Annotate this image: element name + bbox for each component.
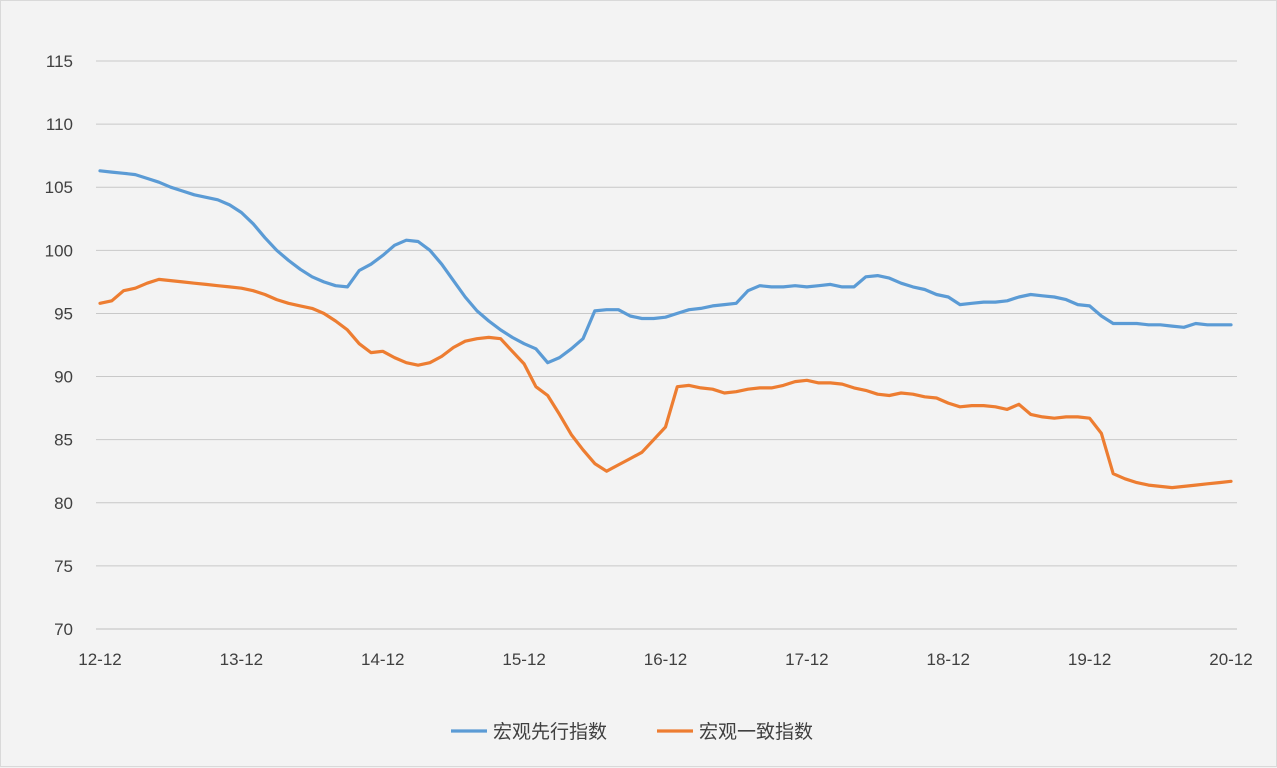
y-tick-label: 100: [45, 241, 73, 260]
x-tick-label: 17-12: [785, 650, 828, 669]
x-tick-label: 15-12: [502, 650, 545, 669]
y-tick-label: 70: [54, 620, 73, 639]
y-tick-label: 110: [46, 115, 73, 134]
legend: 宏观先行指数 宏观一致指数: [451, 721, 813, 743]
series-line-2: [98, 277, 1233, 490]
legend-label-2: 宏观一致指数: [699, 721, 813, 743]
y-tick-label: 75: [54, 557, 73, 576]
x-tick-label: 12-12: [78, 650, 121, 669]
x-axis-ticks: 12-12 13-12 14-12 15-12 16-12 17-12 18-12 19-12…: [78, 650, 1252, 669]
y-tick-label: 85: [54, 431, 73, 450]
x-tick-label: 16-12: [644, 650, 687, 669]
y-tick-label: 105: [45, 178, 73, 197]
series-line-1: [98, 169, 1233, 365]
x-tick-label: 13-12: [220, 650, 263, 669]
x-tick-label: 19-12: [1068, 650, 1111, 669]
y-tick-label: 80: [54, 494, 73, 513]
y-tick-label: 95: [54, 304, 73, 323]
x-tick-label: 20-12: [1209, 650, 1252, 669]
x-tick-label: 18-12: [927, 650, 970, 669]
y-axis-ticks: 70 75 80 85 90 95 100 105 110 115: [45, 52, 73, 639]
x-tick-label: 14-12: [361, 650, 404, 669]
y-tick-label: 90: [54, 368, 73, 387]
y-tick-label: 115: [46, 52, 73, 71]
series-lines: [98, 169, 1233, 490]
gridlines: [96, 60, 1237, 630]
legend-label-1: 宏观先行指数: [493, 721, 607, 743]
